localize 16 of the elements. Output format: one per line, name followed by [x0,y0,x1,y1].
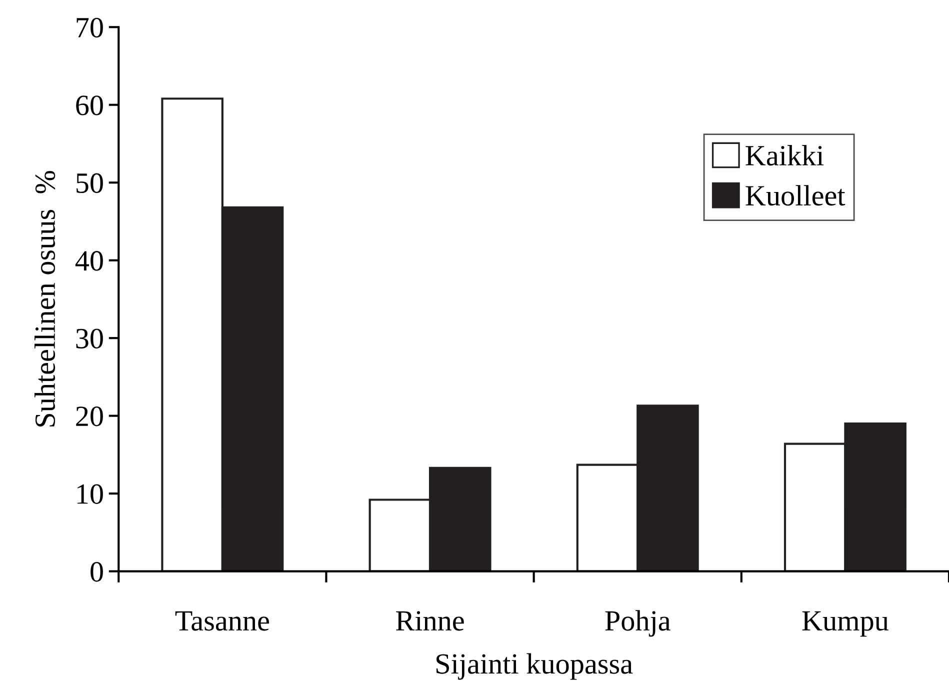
x-axis-title: Sijainti kuopassa [436,653,633,680]
x-tick-label: Pohja [605,610,670,637]
y-tick-label: 30 [76,328,103,348]
y-tick-label: 50 [76,173,103,193]
legend-label: Kuolleet [746,185,846,206]
y-tick-label: 70 [76,18,103,38]
x-tick-label: Kumpu [802,611,888,637]
x-tick-label: Tasanne [175,611,269,631]
y-tick-label: 20 [76,406,103,426]
y-tick-label: 10 [77,484,103,504]
y-axis-title: Suhteellinen osuus % [34,170,56,426]
x-tick-label: Rinne [396,611,464,631]
y-tick-label: 0 [90,562,103,582]
y-tick-label: 60 [76,96,103,116]
legend-label: Kaikki [746,145,824,166]
y-tick-label: 40 [75,251,103,271]
